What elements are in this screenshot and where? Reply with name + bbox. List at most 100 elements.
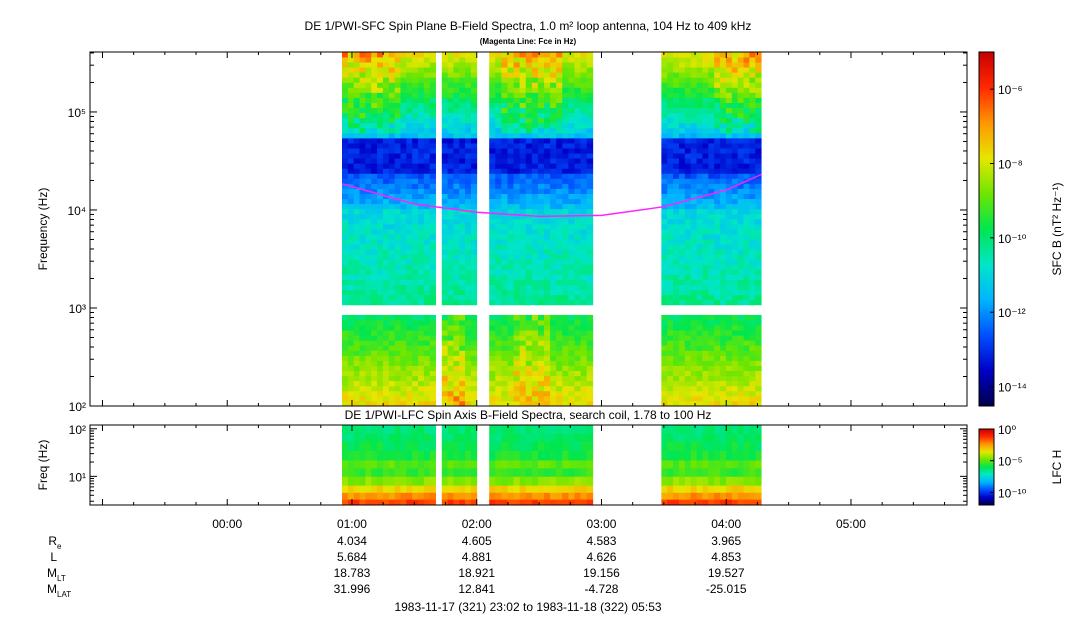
sfc-cell	[342, 244, 349, 250]
lfc-cell	[495, 425, 502, 434]
sfc-cell	[513, 82, 521, 88]
sfc-cell	[459, 365, 466, 371]
sfc-cell	[544, 183, 551, 189]
sfc-cell	[731, 112, 739, 119]
lfc-cell	[519, 450, 527, 461]
sfc-cell	[453, 355, 460, 361]
sfc-cell	[501, 168, 508, 174]
sfc-cell	[696, 158, 703, 164]
sfc-cell	[678, 320, 686, 326]
lfc-cell	[544, 433, 551, 442]
sfc-cell	[568, 57, 575, 63]
sfc-cell	[394, 52, 401, 58]
sfc-cell	[441, 173, 449, 179]
sfc-cell	[673, 188, 680, 194]
sfc-cell	[365, 289, 372, 296]
sfc-cell	[678, 279, 686, 286]
sfc-cell	[470, 117, 478, 124]
sfc-cell	[562, 299, 569, 306]
sfc-cell	[537, 183, 545, 189]
lfc-cell	[388, 425, 396, 434]
sfc-cell	[568, 239, 575, 245]
sfc-cell	[568, 188, 575, 194]
sfc-cell	[586, 320, 594, 326]
sfc-cell	[513, 340, 521, 346]
sfc-cell	[347, 163, 355, 169]
sfc-cell	[470, 314, 478, 321]
sfc-cell	[342, 87, 349, 93]
sfc-cell	[556, 77, 563, 83]
sfc-cell	[459, 163, 466, 169]
sfc-cell	[394, 259, 401, 265]
sfc-cell	[525, 132, 533, 139]
sfc-cell	[574, 335, 581, 341]
sfc-cell	[525, 183, 533, 189]
sfc-cell	[406, 385, 413, 392]
sfc-cell	[507, 365, 514, 371]
sfc-cell	[429, 173, 436, 179]
lfc-cell	[725, 492, 733, 500]
sfc-cell	[720, 62, 727, 68]
sfc-cell	[684, 269, 692, 275]
sfc-cell	[519, 380, 527, 387]
lfc-cell	[453, 492, 460, 500]
sfc-cell	[574, 92, 581, 98]
ephemeris-row-label: R	[48, 534, 57, 548]
sfc-cell	[562, 320, 569, 326]
sfc-cell	[447, 335, 454, 341]
sfc-cell	[708, 345, 715, 351]
sfc-cell	[447, 117, 454, 124]
sfc-cell	[459, 325, 466, 331]
sfc-cell	[749, 62, 756, 68]
sfc-cell	[544, 92, 551, 98]
sfc-cell	[519, 188, 527, 194]
sfc-cell	[568, 380, 575, 387]
sfc-cell	[495, 57, 502, 63]
sfc-cell	[586, 72, 594, 78]
sfc-cell	[673, 87, 680, 93]
x-tick-label: 02:00	[462, 517, 492, 531]
sfc-cell	[678, 117, 686, 124]
sfc-cell	[556, 370, 563, 377]
sfc-cell	[525, 395, 533, 402]
sfc-cell	[400, 229, 407, 235]
sfc-cell	[453, 229, 460, 235]
sfc-cell	[412, 340, 419, 346]
sfc-cell	[342, 163, 349, 169]
sfc-cell	[465, 102, 472, 109]
sfc-cell	[562, 82, 569, 88]
sfc-cell	[412, 365, 419, 371]
sfc-cell	[513, 188, 521, 194]
sfc-cell	[406, 259, 413, 265]
sfc-cell	[371, 173, 378, 179]
sfc-cell	[513, 87, 521, 93]
sfc-cell	[755, 67, 762, 73]
sfc-cell	[550, 299, 557, 306]
sfc-cell	[388, 330, 396, 336]
sfc-cell	[574, 239, 581, 245]
sfc-cell	[347, 284, 355, 291]
sfc-cell	[400, 143, 407, 149]
sfc-cell	[353, 350, 360, 356]
sfc-cell	[568, 350, 575, 356]
sfc-cell	[731, 87, 739, 93]
sfc-cell	[696, 400, 703, 407]
lfc-cell	[525, 476, 533, 486]
sfc-cell	[586, 360, 594, 366]
sfc-cell	[447, 299, 454, 306]
sfc-cell	[568, 229, 575, 235]
sfc-cell	[678, 188, 686, 194]
sfc-cell	[371, 320, 378, 326]
lfc-cell	[513, 476, 521, 486]
sfc-cell	[371, 234, 378, 240]
sfc-cell	[353, 244, 360, 250]
lfc-cell	[359, 460, 366, 469]
sfc-cell	[725, 279, 733, 286]
sfc-cell	[749, 77, 756, 83]
sfc-cell	[684, 375, 692, 382]
sfc-cell	[580, 122, 588, 129]
sfc-cell	[556, 390, 563, 397]
sfc-cell	[447, 325, 454, 331]
sfc-cell	[465, 223, 472, 230]
sfc-cell	[586, 259, 594, 265]
